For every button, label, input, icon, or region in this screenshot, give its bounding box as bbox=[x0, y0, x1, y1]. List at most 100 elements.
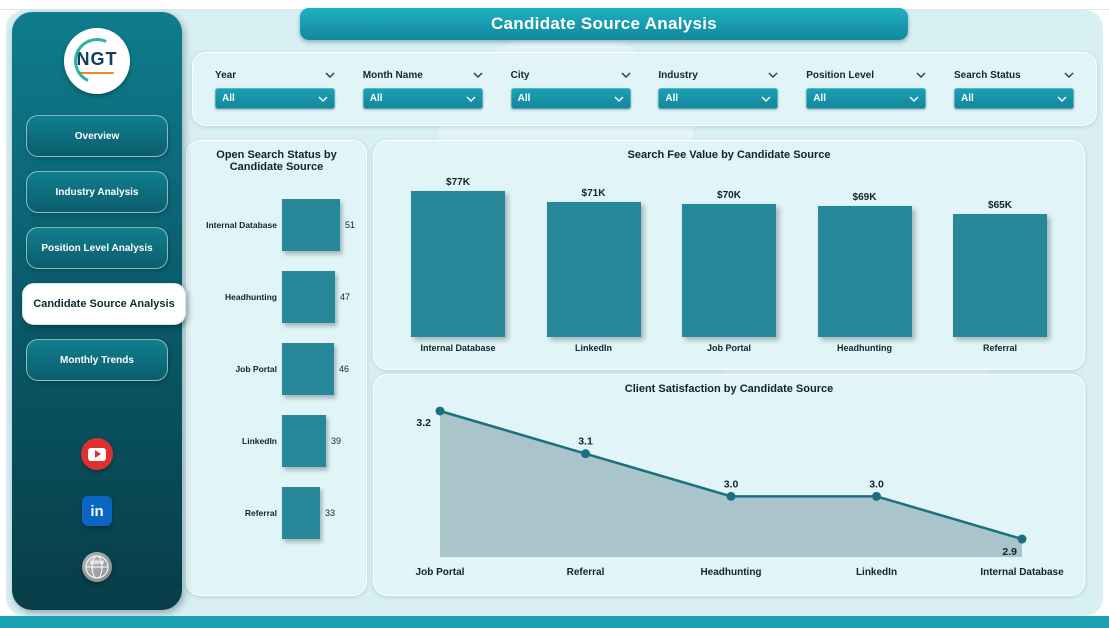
chevron-down-icon bbox=[768, 72, 778, 78]
data-point-referral[interactable] bbox=[581, 449, 590, 459]
bar-headhunting[interactable] bbox=[282, 271, 335, 323]
sidebar-item-monthly-trends[interactable]: Monthly Trends bbox=[26, 339, 168, 381]
column-value-label: $77K bbox=[446, 177, 470, 188]
globe-www-text: www bbox=[89, 560, 104, 566]
chevron-down-icon bbox=[325, 72, 335, 78]
bar-value-label: 46 bbox=[339, 364, 350, 374]
bar-job-portal[interactable] bbox=[682, 204, 776, 337]
column-headhunting: $69K Headhunting bbox=[809, 175, 921, 361]
globe-icon[interactable]: www bbox=[82, 552, 112, 582]
slicer-city: City All bbox=[510, 70, 631, 109]
category-label: LinkedIn bbox=[574, 343, 612, 353]
open-search-status-card: Open Search Status by Candidate Source I… bbox=[186, 140, 367, 596]
logo: NGT bbox=[64, 28, 130, 94]
slicer-value: All bbox=[813, 92, 826, 104]
hbar-row-referral: Referral 33 bbox=[187, 477, 366, 549]
data-point-headhunting[interactable] bbox=[726, 491, 736, 501]
sidebar-nav: Overview Industry Analysis Position Level … bbox=[12, 108, 186, 388]
slicer-position-level: Position Level All bbox=[806, 69, 927, 109]
slicer-label: Search Status bbox=[953, 69, 1021, 81]
column-chart: $77K Internal Database $71K LinkedIn $70K Job… bbox=[402, 175, 1056, 361]
bar-linkedin[interactable] bbox=[546, 202, 641, 337]
bar-value-label: 33 bbox=[325, 508, 336, 518]
sidebar-item-position-level-analysis[interactable]: Position Level Analysis bbox=[26, 227, 168, 269]
area-chart: 3.2 Job Portal 3.1 Referral 3.0 Headhunting 3.… bbox=[416, 406, 1064, 578]
category-label: Job Portal bbox=[416, 567, 465, 578]
chevron-down-icon bbox=[621, 72, 631, 78]
bar-value-label: 51 bbox=[345, 220, 356, 230]
hbar-chart: Internal Database 51 Headhunting 47 Job Port… bbox=[187, 189, 366, 549]
column-value-label: $69K bbox=[852, 192, 877, 203]
page-title-banner: Candidate Source Analysis bbox=[300, 8, 908, 40]
slicer-label: Month Name bbox=[362, 69, 423, 81]
data-point-internal-database[interactable] bbox=[1017, 534, 1027, 544]
column-internal-database: $77K Internal Database bbox=[402, 175, 514, 361]
bar-job-portal[interactable] bbox=[282, 343, 334, 395]
hbar-row-headhunting: Headhunting 47 bbox=[187, 261, 366, 333]
linkedin-icon[interactable]: in bbox=[82, 496, 112, 526]
chart-title-open-search-status: Open Search Status by Candidate Source bbox=[216, 149, 337, 173]
bar-referral[interactable] bbox=[953, 214, 1047, 337]
sidebar-item-industry-analysis[interactable]: Industry Analysis bbox=[26, 171, 168, 213]
chevron-down-icon bbox=[318, 89, 328, 107]
slicer-label: Position Level bbox=[806, 69, 874, 81]
bar-referral[interactable] bbox=[282, 487, 320, 539]
point-value-label: 3.0 bbox=[869, 478, 884, 490]
slicer-value: All bbox=[960, 92, 974, 104]
logo-text: NGT bbox=[76, 48, 118, 69]
search-fee-card: Search Fee Value by Candidate Source $77… bbox=[373, 140, 1085, 370]
bar-value-label: 47 bbox=[340, 292, 351, 302]
bar-internal-database[interactable] bbox=[282, 199, 340, 251]
slicer-value: All bbox=[517, 92, 531, 104]
bar-internal-database[interactable] bbox=[411, 191, 505, 337]
category-label: Job Portal bbox=[235, 363, 277, 374]
chevron-down-icon bbox=[909, 89, 919, 107]
category-label: LinkedIn bbox=[856, 567, 897, 578]
youtube-icon[interactable] bbox=[81, 438, 113, 470]
category-label: Headhunting bbox=[700, 567, 761, 578]
sidebar-socials: in www bbox=[81, 438, 113, 582]
area-fill bbox=[440, 411, 1022, 557]
filter-row: Year All Month Name All City All Industry All Po… bbox=[192, 52, 1097, 126]
chevron-down-icon bbox=[916, 72, 926, 78]
column-value-label: $71K bbox=[581, 188, 606, 199]
column-linkedin: $71K LinkedIn bbox=[538, 175, 650, 361]
bar-linkedin[interactable] bbox=[282, 415, 326, 467]
data-point-job-portal[interactable] bbox=[435, 406, 445, 416]
sidebar-item-overview[interactable]: Overview bbox=[26, 115, 168, 157]
slicer-value: All bbox=[665, 92, 679, 104]
youtube-play-icon bbox=[88, 447, 106, 461]
category-label: Referral bbox=[982, 343, 1018, 353]
hbar-row-job-portal: Job Portal 46 bbox=[187, 333, 366, 405]
slicer-value: All bbox=[222, 92, 235, 104]
column-value-label: $65K bbox=[988, 200, 1012, 211]
slicer-dropdown-city[interactable]: All bbox=[510, 87, 631, 109]
chevron-down-icon bbox=[614, 89, 624, 107]
chevron-down-icon bbox=[1057, 89, 1067, 107]
category-label: Headhunting bbox=[225, 291, 277, 302]
slicer-dropdown-search-status[interactable]: All bbox=[953, 87, 1074, 109]
bar-value-label: 39 bbox=[331, 436, 342, 446]
slicer-label: Year bbox=[215, 69, 237, 81]
slicer-dropdown-position-level[interactable]: All bbox=[806, 87, 927, 109]
slicer-dropdown-month-name[interactable]: All bbox=[362, 87, 483, 109]
slicer-dropdown-year[interactable]: All bbox=[215, 87, 335, 109]
column-referral: $65K Referral bbox=[944, 175, 1056, 361]
sidebar-item-candidate-source-analysis[interactable]: Candidate Source Analysis bbox=[22, 283, 186, 325]
point-value-label: 3.2 bbox=[416, 417, 431, 429]
slicer-value: All bbox=[369, 92, 383, 104]
slicer-label: Industry bbox=[658, 69, 698, 81]
slicer-dropdown-industry[interactable]: All bbox=[658, 87, 779, 109]
chart-title-search-fee: Search Fee Value by Candidate Source bbox=[627, 149, 831, 161]
point-value-label: 2.9 bbox=[1002, 546, 1017, 558]
slicer-search-status: Search Status All bbox=[953, 69, 1074, 109]
category-label: Internal Database bbox=[980, 567, 1064, 578]
point-value-label: 3.1 bbox=[578, 436, 593, 448]
chevron-down-icon bbox=[1064, 72, 1074, 78]
data-point-linkedin[interactable] bbox=[872, 491, 881, 501]
bar-headhunting[interactable] bbox=[817, 206, 912, 337]
category-label: LinkedIn bbox=[242, 435, 277, 446]
logo-tagline bbox=[80, 71, 114, 74]
hbar-row-linkedin: LinkedIn 39 bbox=[187, 405, 366, 477]
